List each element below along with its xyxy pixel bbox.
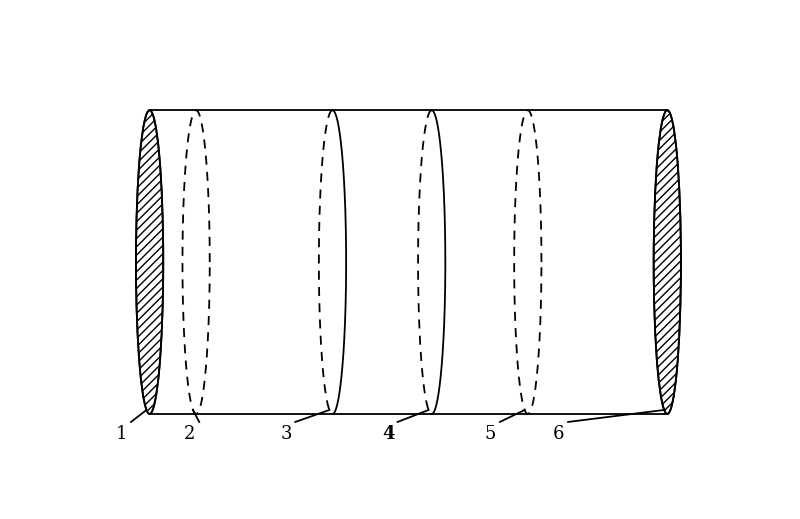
Ellipse shape [136, 110, 163, 414]
Ellipse shape [654, 110, 681, 414]
Text: 1: 1 [116, 425, 127, 443]
Text: 6: 6 [553, 425, 565, 443]
Text: 3: 3 [280, 425, 292, 443]
Text: 2: 2 [184, 425, 195, 443]
Text: 5: 5 [485, 425, 496, 443]
Text: 4: 4 [382, 425, 394, 443]
